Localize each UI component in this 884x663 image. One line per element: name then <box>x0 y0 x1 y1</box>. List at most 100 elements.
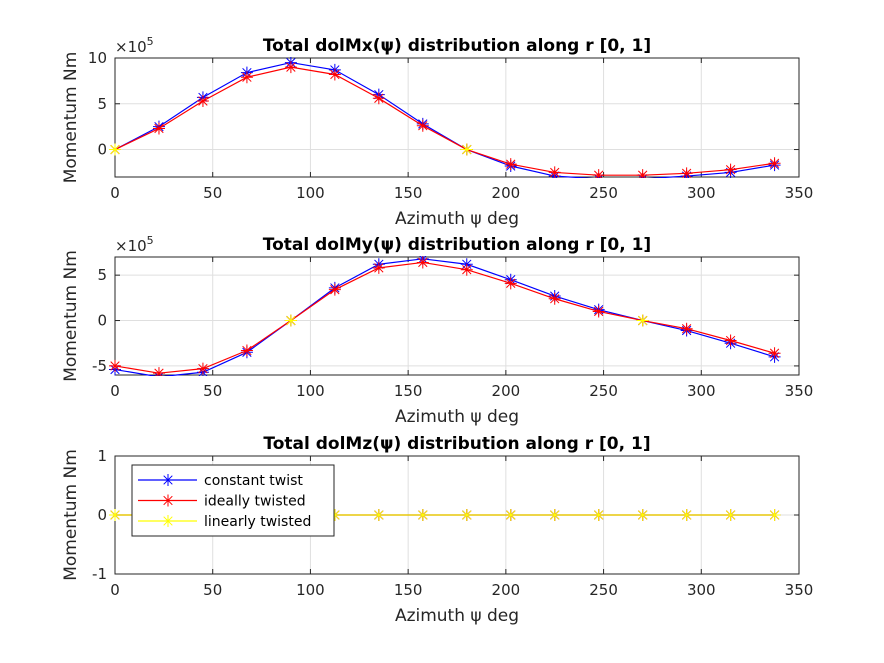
data-point-ideally-twisted <box>196 362 209 375</box>
y-tick-label: 0 <box>97 141 107 159</box>
y-axis-label: Momentum Nm <box>61 449 81 581</box>
x-tick-label: 100 <box>296 382 325 400</box>
data-point-ideally-twisted <box>548 292 561 305</box>
series-line-ideally-twisted <box>114 66 775 176</box>
y-tick-label: 1 <box>97 447 107 465</box>
legend-marker <box>162 494 174 507</box>
legend-marker <box>162 474 174 486</box>
data-point-ideally-twisted <box>592 305 605 318</box>
x-tick-label: 250 <box>589 581 618 599</box>
data-point-ideally-twisted <box>109 359 121 372</box>
data-point-ideally-twisted <box>240 344 253 357</box>
data-point-ideally-twisted <box>724 163 737 176</box>
data-point-ideally-twisted <box>768 347 781 360</box>
x-tick-label: 250 <box>589 382 618 400</box>
data-point-linearly-twisted <box>328 509 341 521</box>
x-axis-label: Azimuth ψ deg <box>395 407 519 427</box>
series-line-constant-twist <box>114 61 775 178</box>
x-tick-label: 0 <box>110 581 120 599</box>
x-tick-label: 300 <box>687 184 716 202</box>
data-point-ideally-twisted <box>416 256 429 269</box>
y-exponent-label: ×105 <box>115 234 154 255</box>
y-exponent-base: ×10 <box>115 38 147 56</box>
chart-title: Total dolMz(ψ) distribution along r [0, … <box>263 434 650 454</box>
x-tick-label: 200 <box>492 184 521 202</box>
x-tick-label: 350 <box>785 184 814 202</box>
x-tick-label: 300 <box>687 382 716 400</box>
data-point-linearly-twisted <box>460 509 473 521</box>
data-point-ideally-twisted <box>328 283 341 296</box>
legend: constant twist ideally twisted linearly tw… <box>131 464 335 537</box>
y-tick-label: -1 <box>92 565 107 583</box>
axes-box <box>114 57 800 178</box>
data-point-ideally-twisted <box>504 158 517 171</box>
x-tick-label: 250 <box>589 184 618 202</box>
x-tick-label: 100 <box>296 184 325 202</box>
x-tick-label: 0 <box>110 382 120 400</box>
data-point-ideally-twisted <box>768 157 781 170</box>
y-exponent-power: 5 <box>147 35 154 48</box>
y-axis-label: Momentum Nm <box>61 250 81 382</box>
x-axis-label: Azimuth ψ deg <box>395 606 519 626</box>
y-tick-label: -5 <box>92 357 107 375</box>
y-tick-label: 10 <box>88 49 107 67</box>
data-point-linearly-twisted <box>109 143 121 156</box>
data-point-linearly-twisted <box>724 509 737 521</box>
x-axis-label: Azimuth ψ deg <box>395 209 519 229</box>
data-point-ideally-twisted <box>152 122 165 135</box>
x-tick-label: 350 <box>785 581 814 599</box>
x-tick-label: 150 <box>394 382 423 400</box>
y-exponent-power: 5 <box>147 234 154 247</box>
data-point-ideally-twisted <box>240 71 253 84</box>
plot-area <box>115 58 799 177</box>
legend-marker <box>162 515 174 527</box>
data-point-ideally-twisted <box>416 119 429 132</box>
series-layer <box>109 57 781 178</box>
x-tick-label: 100 <box>296 581 325 599</box>
x-tick-label: 200 <box>492 581 521 599</box>
y-tick-label: 5 <box>97 95 107 113</box>
data-point-linearly-twisted <box>460 143 473 156</box>
data-point-linearly-twisted <box>504 509 517 521</box>
series-line-ideally-twisted <box>114 261 775 374</box>
data-point-ideally-twisted <box>372 92 385 105</box>
y-exponent-base: ×10 <box>115 237 147 255</box>
x-tick-label: 50 <box>203 581 222 599</box>
x-tick-label: 50 <box>203 184 222 202</box>
data-point-ideally-twisted <box>680 322 693 335</box>
data-point-linearly-twisted <box>416 509 429 521</box>
data-point-linearly-twisted <box>548 509 561 521</box>
plot-area <box>115 257 799 375</box>
series-line-constant-twist <box>114 258 775 376</box>
data-point-linearly-twisted <box>109 509 121 521</box>
data-point-linearly-twisted <box>636 509 649 521</box>
x-tick-label: 350 <box>785 382 814 400</box>
y-tick-label: 0 <box>97 506 107 524</box>
data-point-ideally-twisted <box>152 367 165 376</box>
y-tick-label: 5 <box>97 266 107 284</box>
data-point-ideally-twisted <box>636 169 649 178</box>
chart-title: Total dolMy(ψ) distribution along r [0, … <box>263 235 651 255</box>
x-tick-label: 300 <box>687 581 716 599</box>
data-point-ideally-twisted <box>284 61 297 74</box>
x-tick-label: 150 <box>394 581 423 599</box>
data-point-ideally-twisted <box>680 167 693 178</box>
series-layer <box>109 256 781 376</box>
y-tick-label: 0 <box>97 312 107 330</box>
data-point-ideally-twisted <box>592 169 605 178</box>
data-point-ideally-twisted <box>504 277 517 290</box>
data-point-linearly-twisted <box>768 509 781 521</box>
data-point-ideally-twisted <box>196 95 209 108</box>
x-tick-label: 50 <box>203 382 222 400</box>
data-point-linearly-twisted <box>284 314 297 327</box>
data-point-ideally-twisted <box>372 261 385 274</box>
y-exponent-label: ×105 <box>115 35 154 56</box>
legend-label: constant twist <box>204 473 303 489</box>
x-tick-label: 150 <box>394 184 423 202</box>
x-tick-label: 200 <box>492 382 521 400</box>
data-point-linearly-twisted <box>680 509 693 521</box>
axes-box <box>114 256 800 376</box>
